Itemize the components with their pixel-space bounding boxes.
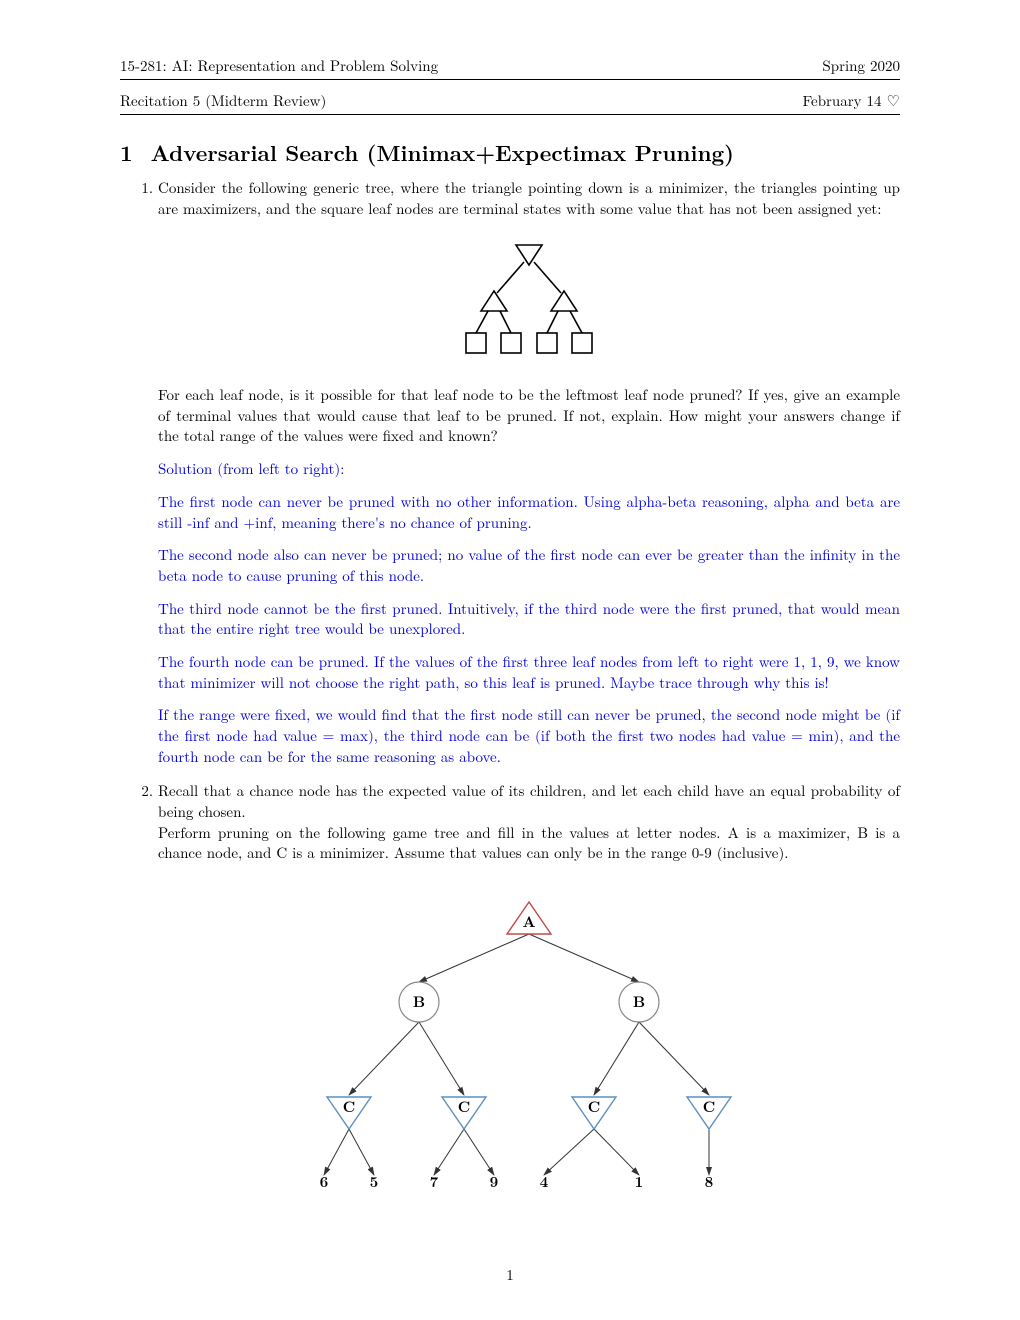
solution-header: Solution (from left to right):: [158, 459, 900, 480]
solution-p2: The second node also can never be pruned…: [158, 545, 900, 586]
problem-1: Consider the following generic tree, whe…: [158, 178, 900, 767]
course-title: 15-281: AI: Representation and Problem S…: [120, 55, 438, 76]
svg-text:8: 8: [705, 1171, 714, 1192]
svg-text:C: C: [703, 1096, 715, 1117]
svg-text:5: 5: [370, 1171, 379, 1192]
solution-p5: If the range were fixed, we would find t…: [158, 705, 900, 767]
svg-text:B: B: [413, 991, 425, 1012]
minimax-tree-diagram: [158, 231, 900, 367]
svg-text:4: 4: [540, 1171, 549, 1192]
svg-text:C: C: [588, 1096, 600, 1117]
page-number: 1: [0, 1264, 1020, 1285]
term: Spring 2020: [822, 55, 900, 76]
section-number: 1: [120, 137, 133, 168]
svg-text:C: C: [343, 1096, 355, 1117]
svg-text:6: 6: [320, 1171, 329, 1192]
solution-p3: The third node cannot be the first prune…: [158, 599, 900, 640]
problem-1-question: For each leaf node, is it possible for t…: [158, 385, 900, 447]
recitation-title: Recitation 5 (Midterm Review): [120, 90, 326, 111]
section-heading: 1 Adversarial Search (Minimax+Expectimax …: [120, 137, 900, 168]
svg-text:B: B: [633, 991, 645, 1012]
problem-2: Recall that a chance node has the expect…: [158, 781, 900, 1217]
section-title: Adversarial Search (Minimax+Expectimax P…: [151, 137, 734, 168]
header-row-1: 15-281: AI: Representation and Problem S…: [120, 55, 900, 80]
problem-1-intro: Consider the following generic tree, whe…: [158, 178, 900, 219]
svg-text:9: 9: [490, 1171, 499, 1192]
expectimax-tree-diagram: A B B C C C C 6 5 7 9 4 1 8: [158, 872, 900, 1218]
recitation-date: February 14 ♡: [802, 90, 900, 111]
problem-2-intro: Recall that a chance node has the expect…: [158, 780, 900, 822]
svg-text:7: 7: [430, 1171, 439, 1192]
svg-text:A: A: [522, 911, 535, 932]
svg-text:1: 1: [635, 1171, 644, 1192]
solution-p1: The first node can never be pruned with …: [158, 492, 900, 533]
problem-2-task: Perform pruning on the following game tr…: [158, 822, 900, 864]
header-row-2: Recitation 5 (Midterm Review) February 1…: [120, 80, 900, 115]
solution-p4: The fourth node can be pruned. If the va…: [158, 652, 900, 693]
svg-text:C: C: [458, 1096, 470, 1117]
